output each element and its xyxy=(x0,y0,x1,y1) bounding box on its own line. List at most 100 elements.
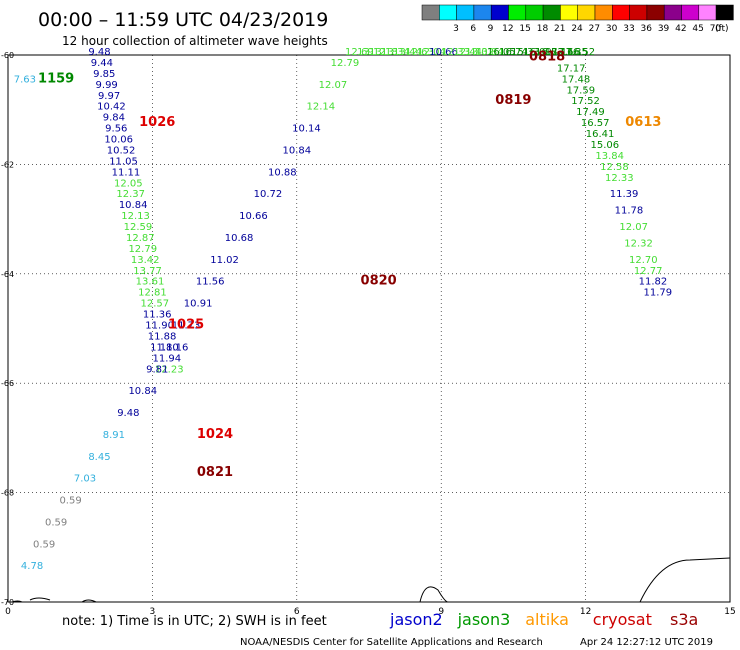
wave-height-point: 13.61 xyxy=(136,277,165,288)
wave-height-point: 10.72 xyxy=(254,189,283,200)
wave-height-point: 9.97 xyxy=(98,91,120,102)
wave-height-point: 17.59 xyxy=(566,85,595,96)
y-tick-label: -62 xyxy=(1,160,14,169)
wave-height-point: 17.35 xyxy=(559,47,588,58)
legend-swatch-label: 70 xyxy=(710,24,722,34)
y-tick-label: -60 xyxy=(1,51,14,60)
wave-height-point: 12.79 xyxy=(128,244,157,255)
wave-height-point: 12.70 xyxy=(629,255,658,266)
wave-height-point: 12.04 xyxy=(417,47,446,58)
legend-swatch xyxy=(439,4,457,21)
satellite-legend-item: jason3 xyxy=(457,610,511,629)
wave-height-point: 11.11 xyxy=(112,167,141,178)
plot-frame xyxy=(7,54,731,603)
legend-swatch-label: 9 xyxy=(488,24,494,34)
wave-height-point: 13.84 xyxy=(475,47,504,58)
x-tick-label: 12 xyxy=(580,607,591,617)
wave-height-point: 9.81 xyxy=(146,364,168,375)
wave-height-point: 12.33 xyxy=(605,173,634,184)
pass-time-label: 0818 xyxy=(529,49,565,64)
wave-height-point: 17.52 xyxy=(571,96,600,107)
footer-timestamp: Apr 24 12:27:12 UTC 2019 xyxy=(580,637,713,648)
chart-title: 00:00 – 11:59 UTC 04/23/2019 xyxy=(38,9,328,31)
legend-swatch xyxy=(508,4,527,21)
legend-swatch-label: 6 xyxy=(470,24,476,34)
wave-height-point: 10.91 xyxy=(184,299,213,310)
legend-swatch-label: 42 xyxy=(675,24,686,34)
wave-height-point: 13.42 xyxy=(131,255,160,266)
footer-note: note: 1) Time is in UTC; 2) SWH is in fe… xyxy=(62,614,327,629)
wave-height-point: 12.07 xyxy=(319,80,348,91)
satellite-legend: jason2 jason3 altika cryosat s3a xyxy=(389,610,698,629)
wave-height-point: 11.82 xyxy=(639,277,668,288)
legend-swatch-label: 45 xyxy=(692,24,703,34)
legend-swatch-label: 27 xyxy=(589,24,600,34)
pass-time-label: 1024 xyxy=(197,427,233,442)
wave-height-point: 12.13 xyxy=(121,211,150,222)
wave-height-point: 10.66 xyxy=(239,211,268,222)
legend-swatch-label: 30 xyxy=(606,24,618,34)
legend-swatch-label: 12 xyxy=(502,24,513,34)
wave-height-point: 4.78 xyxy=(21,561,43,572)
wave-height-point: 10.84 xyxy=(282,145,311,156)
wave-height-point: 12.79 xyxy=(331,58,360,69)
wave-height-point: 10.84 xyxy=(119,200,148,211)
color-scale-legend: 3 6 9 12 15 18 21 24 27 30 33 36 39 42 45 70 xyxy=(421,4,734,34)
legend-swatch xyxy=(525,4,544,21)
wave-height-point: 12.14 xyxy=(307,102,336,113)
wave-height-point: 0.59 xyxy=(59,496,81,507)
wave-height-point: 11.36 xyxy=(143,310,172,321)
wave-height-point: 17.16 xyxy=(545,47,574,58)
wave-height-point: 10.06 xyxy=(104,135,133,146)
x-tick-label: 0 xyxy=(5,607,11,617)
wave-height-point: 11.88 xyxy=(148,331,177,342)
wave-height-point: 12.57 xyxy=(140,299,169,310)
wave-height-point: 12.81 xyxy=(138,288,167,299)
wave-height-point: 13.44 xyxy=(393,47,422,58)
pass-time-label: 0821 xyxy=(197,465,233,480)
legend-swatch xyxy=(542,4,561,21)
legend-swatch xyxy=(421,4,440,21)
wave-height-point: 13.34 xyxy=(381,47,410,58)
wave-height-point: 16.74 xyxy=(499,47,528,58)
wave-height-point: 16.05 xyxy=(487,47,516,58)
legend-swatch xyxy=(473,4,492,21)
legend-swatch-label: 21 xyxy=(554,24,565,34)
wave-height-point: 9.84 xyxy=(103,113,125,124)
wave-height-point: 9.56 xyxy=(105,124,127,135)
legend-swatch xyxy=(560,4,578,21)
wave-height-point: 10.52 xyxy=(107,145,136,156)
wave-height-point: 10.68 xyxy=(225,233,254,244)
wave-height-point: 11.16 xyxy=(160,342,189,353)
legend-swatch-label: 24 xyxy=(571,24,583,34)
wave-height-point: 7.03 xyxy=(74,474,96,485)
legend-swatch xyxy=(577,4,596,21)
wave-height-point: 16.41 xyxy=(586,129,615,140)
wave-height-point: 12.44 xyxy=(453,47,482,58)
wave-height-point: 8.91 xyxy=(103,430,125,441)
wave-height-point: 11.02 xyxy=(210,255,239,266)
wave-height-point: 11.56 xyxy=(196,277,225,288)
wave-height-point: 17.48 xyxy=(562,74,591,85)
pass-time-label: 0819 xyxy=(495,93,531,108)
wave-height-point: 12.69 xyxy=(345,47,374,58)
wave-height-point: 13.12 xyxy=(357,47,386,58)
wave-height-point: 16.82 xyxy=(535,47,564,58)
wave-height-point: 16.09 xyxy=(523,47,552,58)
wave-height-point: 12.32 xyxy=(624,238,653,249)
wave-height-point: 12.58 xyxy=(600,162,629,173)
pass-time-label: 0820 xyxy=(361,274,397,289)
wave-height-point: 10.14 xyxy=(292,124,321,135)
wave-height-point: 12.77 xyxy=(634,266,663,277)
wave-height-point: 12.05 xyxy=(114,178,143,189)
wave-height-point: 13.77 xyxy=(133,266,162,277)
wave-height-point: 13.02 xyxy=(465,47,494,58)
satellite-legend-item: altika xyxy=(525,610,569,629)
legend-swatch-label: 15 xyxy=(519,24,530,34)
wave-height-point: 12.23 xyxy=(155,364,184,375)
wave-height-point: 15.33 xyxy=(511,47,540,58)
x-tick-label: 6 xyxy=(294,607,300,617)
wave-height-point: 11.73 xyxy=(172,321,201,332)
wave-height-point: 13.84 xyxy=(595,151,624,162)
wave-height-point: 10.84 xyxy=(128,386,157,397)
